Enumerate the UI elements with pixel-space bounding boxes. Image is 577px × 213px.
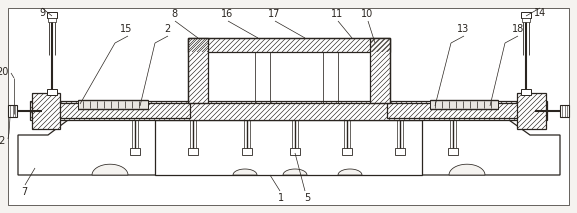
Text: 10: 10 — [361, 9, 373, 19]
Bar — [48, 103, 190, 118]
Bar — [521, 12, 531, 18]
Text: 5: 5 — [304, 193, 310, 203]
Bar — [342, 148, 352, 155]
Polygon shape — [92, 164, 128, 175]
Text: 14: 14 — [534, 8, 546, 18]
Text: 13: 13 — [457, 24, 469, 34]
Bar — [47, 12, 57, 18]
Bar — [30, 101, 547, 120]
Bar — [188, 38, 390, 52]
Text: 9: 9 — [39, 8, 45, 18]
Bar — [188, 148, 198, 155]
Bar — [387, 103, 530, 118]
Text: 11: 11 — [331, 9, 343, 19]
Text: 15: 15 — [120, 24, 132, 34]
Text: 8: 8 — [171, 9, 177, 19]
Bar — [47, 89, 57, 95]
Text: 2: 2 — [164, 24, 170, 34]
Bar — [522, 18, 530, 22]
Bar — [517, 93, 546, 129]
Polygon shape — [338, 169, 362, 175]
Bar — [188, 38, 208, 103]
Polygon shape — [155, 120, 422, 175]
Bar — [560, 105, 569, 117]
Bar — [370, 38, 390, 103]
Polygon shape — [18, 120, 170, 175]
Bar — [8, 105, 17, 117]
Bar — [32, 93, 60, 129]
Bar — [242, 148, 252, 155]
Text: 20: 20 — [0, 67, 9, 77]
Bar — [517, 93, 546, 129]
Bar — [370, 38, 390, 103]
Text: 17: 17 — [268, 9, 280, 19]
Bar — [448, 148, 458, 155]
Bar — [48, 18, 56, 22]
Bar — [32, 93, 60, 129]
Bar — [430, 100, 498, 109]
Polygon shape — [233, 169, 257, 175]
Bar — [48, 103, 190, 118]
Bar — [130, 148, 140, 155]
Text: 12: 12 — [0, 136, 6, 146]
Text: 18: 18 — [512, 24, 524, 34]
Text: 1: 1 — [278, 193, 284, 203]
Polygon shape — [407, 120, 560, 175]
Polygon shape — [283, 169, 307, 175]
Bar — [395, 148, 405, 155]
Bar — [521, 89, 531, 95]
Polygon shape — [449, 164, 485, 175]
Bar — [188, 38, 208, 103]
Bar — [78, 100, 148, 109]
Bar — [30, 101, 547, 120]
Bar — [387, 103, 530, 118]
Bar — [188, 38, 390, 52]
Text: 7: 7 — [21, 187, 27, 197]
Bar — [290, 148, 300, 155]
Text: 16: 16 — [221, 9, 233, 19]
